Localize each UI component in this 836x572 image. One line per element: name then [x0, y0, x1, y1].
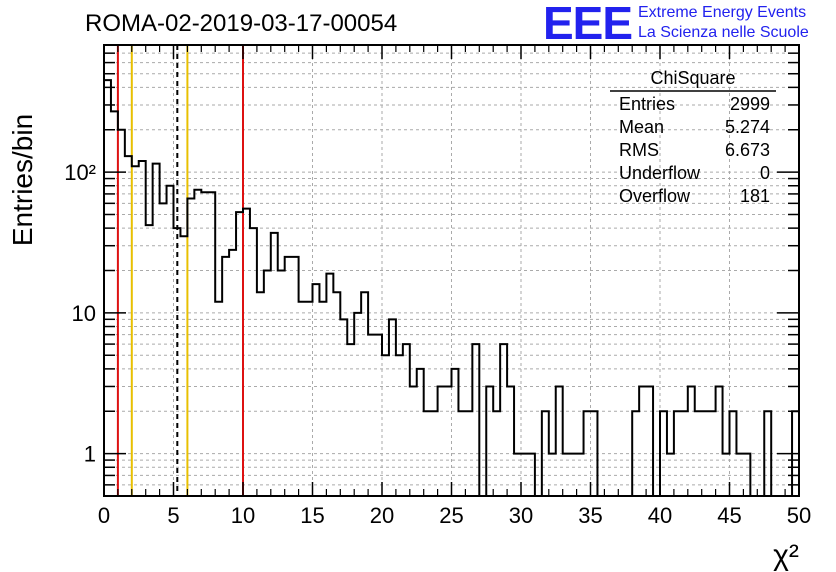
y-tick-label: 1 — [84, 442, 96, 467]
histogram-outline — [104, 79, 799, 497]
stats-box-name: ChiSquare — [650, 68, 735, 88]
vertical-lines — [116, 45, 244, 496]
y-axis-label: Entries/bin — [7, 114, 38, 246]
stats-row-value: 2999 — [730, 94, 770, 114]
stats-row-value: 6.673 — [725, 140, 770, 160]
run-title: ROMA-02-2019-03-17-00054 — [85, 10, 398, 37]
stats-row-value: 181 — [740, 186, 770, 206]
x-tick-label: 45 — [717, 503, 741, 528]
x-tick-label: 5 — [167, 503, 179, 528]
stats-row-label: Entries — [619, 94, 675, 114]
stats-box: ChiSquare Entries 2999 Mean 5.274 RMS 6.673 Un… — [610, 68, 776, 206]
x-tick-label: 20 — [370, 503, 394, 528]
axis-ticks — [103, 44, 800, 497]
x-tick-label: 30 — [509, 503, 533, 528]
tick-labels: 0 5 10 15 20 25 30 35 40 45 50 1 10 10² — [64, 160, 811, 528]
logo-line-1: Extreme Energy Events — [638, 4, 807, 21]
x-tick-label: 15 — [300, 503, 324, 528]
grid — [104, 44, 799, 497]
x-tick-label: 10 — [231, 503, 255, 528]
stats-row-label: RMS — [619, 140, 659, 160]
stats-row-value: 0 — [760, 163, 770, 183]
x-tick-label: 0 — [98, 503, 110, 528]
x-axis-label: χ² — [773, 539, 799, 572]
x-tick-label: 35 — [578, 503, 602, 528]
x-tick-label: 40 — [648, 503, 672, 528]
y-tick-label: 10² — [64, 160, 96, 185]
y-tick-label: 10 — [72, 301, 96, 326]
x-tick-label: 50 — [787, 503, 811, 528]
logo-line-2: La Scienza nelle Scuole — [638, 24, 809, 41]
stats-row-label: Underflow — [619, 163, 701, 183]
stats-row-value: 5.274 — [725, 117, 770, 137]
x-tick-label: 25 — [439, 503, 463, 528]
eee-logo: EEE — [543, 0, 633, 49]
stats-row-label: Overflow — [619, 186, 691, 206]
stats-row-label: Mean — [619, 117, 664, 137]
